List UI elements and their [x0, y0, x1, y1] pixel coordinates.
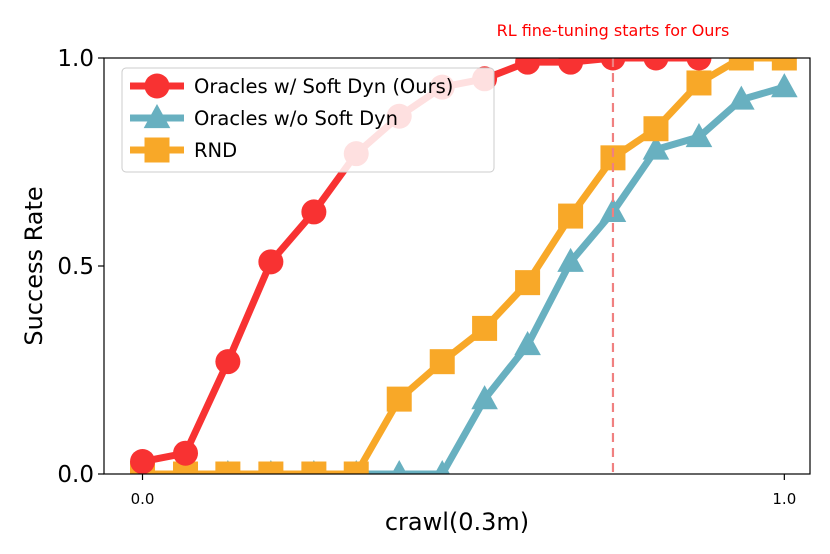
- data-point: [686, 70, 712, 96]
- legend-label: Oracles w/ Soft Dyn (Ours): [194, 75, 453, 98]
- legend-marker: [143, 104, 171, 129]
- data-point: [685, 123, 713, 148]
- data-point: [642, 135, 670, 160]
- data-point: [557, 247, 584, 272]
- legend-label: RND: [194, 139, 237, 162]
- y-tick-label: 0.5: [57, 254, 94, 280]
- data-point: [434, 460, 450, 474]
- legend-item: Oracles w/o Soft Dyn: [130, 104, 398, 130]
- legend-box: [121, 67, 495, 173]
- y-tick-label: 0.0: [57, 462, 94, 488]
- data-point: [130, 449, 156, 474]
- data-point: [643, 58, 669, 71]
- legend-marker: [144, 137, 170, 163]
- data-point: [558, 203, 584, 229]
- data-point: [391, 460, 407, 474]
- data-point: [643, 116, 669, 142]
- annotation-layer: RL fine-tuning starts for Ours: [497, 21, 730, 474]
- data-point: [515, 58, 541, 75]
- data-point: [429, 349, 455, 375]
- data-point: [472, 315, 498, 341]
- series-line: [142, 83, 786, 474]
- data-point: [771, 73, 798, 98]
- data-point: [215, 461, 241, 474]
- annotation-text: RL fine-tuning starts for Ours: [497, 21, 730, 40]
- data-point: [301, 461, 327, 474]
- series-square: [130, 58, 797, 474]
- data-point: [558, 58, 584, 75]
- data-point: [728, 58, 754, 71]
- x-axis-title: crawl(0.3m): [385, 508, 529, 536]
- legend-item: RND: [130, 137, 237, 163]
- data-point: [173, 461, 199, 474]
- x-tick-label: 0.0: [131, 490, 155, 508]
- data-point: [514, 331, 541, 356]
- y-tick-label: 1.0: [57, 46, 94, 72]
- data-point: [386, 386, 412, 412]
- legend-label: Oracles w/o Soft Dyn: [194, 107, 398, 130]
- data-point: [301, 199, 327, 225]
- data-point: [173, 440, 199, 466]
- data-point: [258, 461, 284, 474]
- x-tick-label: 1.0: [772, 490, 796, 508]
- series-line: [142, 58, 785, 474]
- data-point: [258, 249, 284, 275]
- data-point: [686, 58, 712, 71]
- ticks-layer: 0.0 1.0 0.0 0.5 1.0: [57, 46, 796, 508]
- data-point: [215, 349, 241, 375]
- data-point: [343, 461, 369, 474]
- legend-marker: [144, 73, 170, 99]
- data-point: [515, 270, 541, 296]
- y-axis-title: Success Rate: [20, 186, 48, 345]
- series-layer: [130, 58, 798, 474]
- data-point: [771, 58, 797, 71]
- legend-item: Oracles w/ Soft Dyn (Ours): [130, 73, 453, 99]
- legend: Oracles w/ Soft Dyn (Ours) Oracles w/o So…: [121, 67, 495, 173]
- data-point: [728, 85, 755, 110]
- data-point: [471, 385, 498, 410]
